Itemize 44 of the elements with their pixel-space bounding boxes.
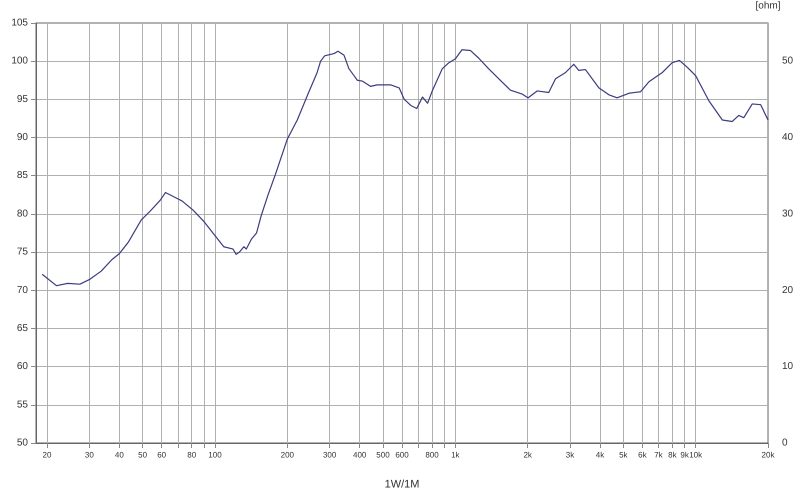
- x-tick-label: 8k: [668, 450, 678, 460]
- x-tick-label: 50: [138, 450, 148, 460]
- x-tick-label: 7k: [654, 450, 664, 460]
- y-tick-label: 60: [16, 361, 28, 372]
- x-tick-label: 500: [376, 450, 390, 460]
- y-tick-label: 75: [16, 246, 28, 258]
- y2-tick-label: 50: [782, 56, 794, 67]
- x-tick-label: 400: [353, 450, 367, 460]
- x-tick-label: 300: [322, 450, 337, 460]
- x-tick-label: 80: [187, 450, 197, 460]
- x-tick-label: 60: [157, 450, 167, 460]
- y-tick-label: 85: [16, 170, 28, 182]
- y-tick-label: 100: [11, 56, 28, 67]
- x-tick-label: 40: [114, 450, 124, 460]
- y-tick-label: 105: [11, 18, 28, 28]
- x-tick-label: 20k: [762, 450, 776, 460]
- x-tick-label: 800: [425, 450, 440, 460]
- y-tick-label: 95: [16, 94, 28, 105]
- y-tick-label: 80: [16, 208, 28, 220]
- y-tick-label: 55: [16, 399, 28, 410]
- x-tick-label: 6k: [638, 450, 648, 460]
- x-tick-label: 10k: [689, 450, 704, 460]
- x-tick-label: 600: [395, 450, 410, 460]
- x-tick-label: 3k: [566, 450, 576, 460]
- y-tick-label: 50: [16, 438, 28, 448]
- x-tick-label: 1k: [451, 450, 461, 460]
- x-axis-title: 1W/1M: [384, 478, 420, 490]
- x-tick-label: 5k: [619, 450, 629, 460]
- x-tick-label: 2k: [523, 450, 533, 460]
- y-tick-label: 90: [16, 132, 28, 144]
- y-tick-label: 70: [16, 284, 28, 296]
- x-tick-label: 100: [208, 450, 222, 460]
- y2-tick-label: 0: [782, 438, 788, 448]
- x-tick-label: 20: [42, 450, 52, 460]
- y-tick-label: 65: [16, 322, 28, 334]
- y2-tick-label: 10: [782, 361, 794, 372]
- x-tick-label: 200: [280, 450, 295, 460]
- x-tick-label: 30: [84, 450, 94, 460]
- y2-axis-title: [ohm]: [755, 0, 781, 12]
- y2-tick-label: 20: [782, 284, 794, 296]
- y2-tick-label: 30: [782, 208, 794, 220]
- x-tick-label: 9k: [680, 450, 690, 460]
- x-tick-label: 4k: [596, 450, 606, 460]
- y2-tick-label: 40: [782, 132, 794, 144]
